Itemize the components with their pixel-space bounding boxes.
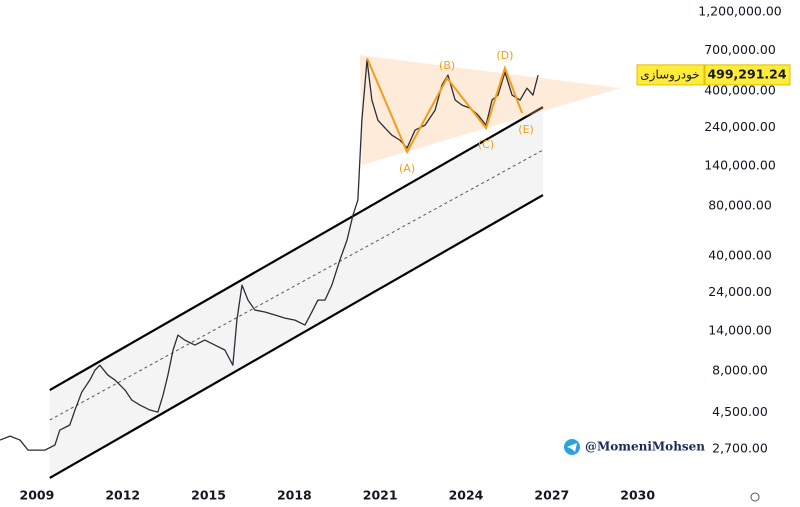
y-tick-label: 700,000.00: [704, 42, 776, 57]
y-tick-label: 4,500.00: [712, 404, 768, 419]
x-tick-label: 2024: [449, 488, 484, 503]
y-tick-label: 24,000.00: [708, 284, 772, 299]
main-layer: (A) (B) (C) (D) (E): [0, 49, 539, 451]
y-tick-label: 40,000.00: [708, 247, 772, 262]
y-tick-label: 14,000.00: [708, 322, 772, 337]
pattern-zigzag: [366, 57, 524, 155]
price-name-box: [636, 64, 705, 86]
y-tick-label: 400,000.00: [704, 82, 776, 97]
channel-lower: [49, 194, 544, 479]
y-tick-label: 240,000.00: [704, 119, 776, 134]
settings-icon[interactable]: [750, 492, 760, 502]
x-tick-label: 2018: [277, 488, 312, 503]
y-tick-label: 140,000.00: [704, 158, 776, 173]
x-tick-label: 2027: [534, 488, 569, 503]
x-tick-label: 2021: [363, 488, 398, 503]
price-value: 499,291.24: [707, 66, 786, 81]
y-tick-label: 8,000.00: [712, 363, 768, 378]
pattern-label: (A): [399, 162, 415, 175]
background-layer: [49, 55, 621, 479]
price-line: [0, 59, 539, 451]
x-tick-label: 2030: [620, 488, 655, 503]
x-tick-label: 2012: [105, 488, 140, 503]
y-tick-label: 2,700.00: [712, 440, 768, 455]
pattern-label: (D): [496, 49, 513, 62]
watermark: @MomeniMohsen: [585, 440, 705, 454]
channel-upper: [49, 106, 544, 392]
price-name: خودروسازی: [640, 67, 699, 82]
pattern-label: (C): [478, 138, 494, 151]
x-tick-label: 2015: [191, 488, 226, 503]
y-tick-label: 80,000.00: [708, 198, 772, 213]
channel-middle: [49, 149, 544, 421]
pattern-label: (E): [518, 123, 534, 136]
price-value-box: [704, 64, 791, 86]
telegram-glyph: [567, 443, 577, 452]
x-tick-label: 2009: [20, 488, 55, 503]
pattern-label: (B): [439, 59, 455, 72]
y-tick-label: 1,200,000.00: [698, 4, 782, 19]
channel-fill: [49, 107, 543, 478]
